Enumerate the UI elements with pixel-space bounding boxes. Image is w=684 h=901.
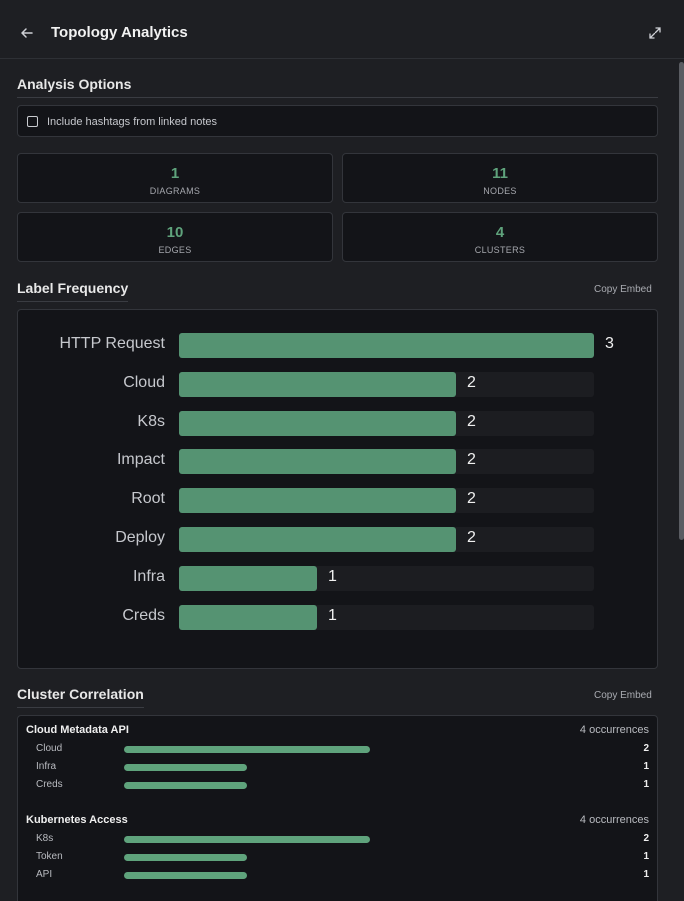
corr-item-label: Cloud [36,743,63,754]
freq-label: HTTP Request [59,335,165,352]
freq-bar [179,410,456,436]
freq-label: Cloud [123,373,165,391]
cluster-name: Cloud Metadata API [26,724,129,736]
freq-track [179,333,594,358]
freq-row: Deploy 2 [18,525,658,552]
freq-label: Creds [122,606,165,624]
label-frequency-copy-embed-button[interactable]: Copy Embed [594,284,652,295]
freq-track [179,449,594,475]
stat-value: 10 [166,224,184,241]
corr-item-bar [124,764,247,771]
stat-card-diagrams: 1 DIAGRAMS [17,153,333,203]
freq-value: 1 [328,567,337,585]
cluster-occurrences: 4 occurrences [579,814,649,826]
freq-value: 3 [605,335,614,352]
freq-track [179,565,594,591]
include-hashtags-checkbox[interactable] [27,116,38,127]
corr-item-value: 2 [643,743,649,754]
freq-value: 2 [467,451,476,469]
corr-item-label: Creds [36,779,63,790]
freq-label: Root [131,490,165,508]
corr-item-label: API [36,869,53,880]
stat-label: NODES [483,186,517,196]
corr-item-label: K8s [36,833,54,844]
freq-track [179,410,594,436]
include-hashtags-label: Include hashtags from linked notes [47,116,217,128]
corr-item-value: 1 [643,761,649,772]
freq-bar [179,565,317,591]
freq-bar [179,488,456,514]
cluster-occurrences: 4 occurrences [579,724,649,736]
freq-value: 2 [467,529,476,546]
corr-item-bar [124,836,370,843]
freq-track [179,488,594,514]
label-frequency-chart: HTTP Request 3 Cloud 2 K8s 2 Impact 2 Root 2 Deplo… [17,309,658,669]
freq-bar [179,371,456,397]
freq-value: 1 [328,606,337,624]
freq-track [179,604,594,630]
corr-item-value: 1 [643,779,649,790]
header: Topology Analytics [0,0,684,59]
cluster-name: Kubernetes Access [26,814,128,826]
corr-item-bar [124,854,247,861]
stat-value: 1 [170,165,180,182]
freq-row: Cloud 2 [18,370,658,397]
freq-bar [179,449,456,475]
stat-card-nodes: 11 NODES [342,153,658,203]
back-arrow-icon[interactable] [20,24,40,42]
stat-value: 4 [495,224,505,241]
freq-value: 2 [467,490,476,508]
stat-card-clusters: 4 CLUSTERS [342,212,658,262]
freq-row: Impact 2 [18,447,658,475]
freq-label: K8s [137,412,165,430]
analysis-options-title: Analysis Options [17,76,658,98]
scrollbar-thumb[interactable] [679,62,684,540]
freq-bar [179,527,456,552]
freq-bar [179,604,317,630]
corr-item-label: Infra [36,761,57,772]
freq-row: Creds 1 [18,603,658,630]
expand-icon[interactable] [647,25,663,41]
freq-value: 2 [467,412,476,430]
freq-track [179,371,594,397]
stat-value: 11 [492,165,508,182]
corr-item-value: 2 [643,833,649,844]
stat-label: EDGES [158,245,192,255]
page-title: Topology Analytics [51,24,188,41]
freq-track [179,527,594,552]
stat-label: DIAGRAMS [149,186,201,196]
cluster-correlation-panel: Cloud Metadata API 4 occurrences Cloud 2 Inf… [17,715,658,901]
freq-label: Deploy [115,529,165,546]
freq-label: Impact [116,451,165,469]
freq-row: Infra 1 [18,564,658,591]
freq-row: HTTP Request 3 [18,331,658,358]
freq-value: 2 [467,373,476,391]
corr-item-bar [124,872,247,879]
corr-item-bar [124,746,370,753]
corr-item-bar [124,782,247,789]
corr-item-value: 1 [643,869,649,880]
freq-bar [179,333,594,358]
cluster-correlation-copy-embed-button[interactable]: Copy Embed [594,690,652,701]
corr-item-value: 1 [643,851,649,862]
label-frequency-title: Label Frequency [17,280,129,302]
stat-card-edges: 10 EDGES [17,212,333,262]
freq-label: Infra [132,567,165,585]
cluster-correlation-title: Cluster Correlation [17,686,144,708]
freq-row: Root 2 [18,486,658,514]
stat-label: CLUSTERS [474,245,526,255]
freq-row: K8s 2 [18,409,658,436]
include-hashtags-option[interactable]: Include hashtags from linked notes [17,105,658,137]
corr-item-label: Token [36,851,63,862]
